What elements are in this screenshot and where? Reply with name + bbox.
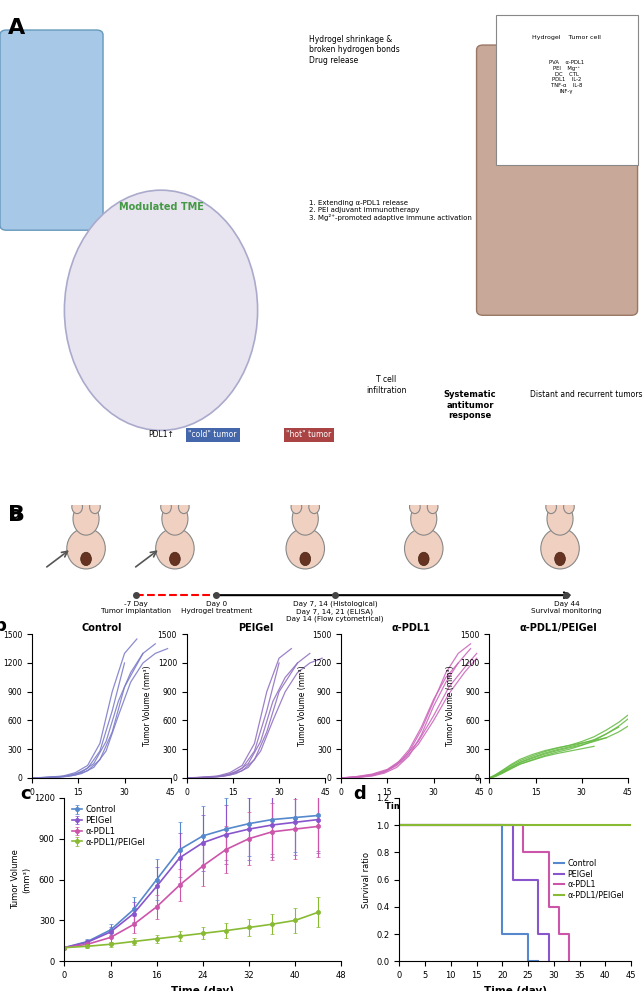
Legend: Control, PEIGel, α-PDL1, α-PDL1/PEIGel: Control, PEIGel, α-PDL1, α-PDL1/PEIGel — [551, 856, 627, 903]
Text: "hot" tumor: "hot" tumor — [287, 430, 332, 439]
Y-axis label: Tumor Volume (mm³): Tumor Volume (mm³) — [143, 666, 152, 746]
PEIGel — [498, 819, 506, 830]
Text: Distant and recurrent tumors: Distant and recurrent tumors — [530, 390, 642, 399]
Line: PEIGel: PEIGel — [399, 825, 549, 961]
Text: d: d — [353, 785, 366, 803]
Text: 1. Extending α-PDL1 release
2. PEI adjuvant immunotherapy
3. Mg²⁺-promoted adapt: 1. Extending α-PDL1 release 2. PEI adjuv… — [309, 200, 472, 221]
Text: "cold" tumor: "cold" tumor — [188, 430, 237, 439]
Circle shape — [291, 500, 301, 513]
PEIGel — [524, 874, 532, 886]
X-axis label: Time (day): Time (day) — [76, 802, 127, 812]
Control — [498, 928, 506, 939]
Text: Day 0
Hydrogel treatment: Day 0 Hydrogel treatment — [181, 601, 252, 613]
Text: Hydrogel    Tumor cell: Hydrogel Tumor cell — [533, 35, 601, 40]
Circle shape — [428, 500, 438, 513]
X-axis label: Time (day): Time (day) — [385, 802, 436, 812]
Circle shape — [411, 502, 437, 535]
Title: Control: Control — [81, 623, 122, 633]
Circle shape — [554, 552, 565, 566]
PEIGel — [545, 955, 553, 967]
Line: α-PDL1: α-PDL1 — [399, 825, 569, 961]
X-axis label: Time (day): Time (day) — [171, 985, 234, 991]
Text: Systematic
antitumor
response: Systematic antitumor response — [444, 390, 497, 420]
PEIGel — [509, 874, 516, 886]
α-PDL1 — [509, 819, 516, 830]
Circle shape — [547, 502, 573, 535]
PEIGel — [395, 819, 403, 830]
Ellipse shape — [156, 528, 194, 569]
Y-axis label: Tumor Volume (mm³): Tumor Volume (mm³) — [446, 666, 455, 746]
α-PDL1 — [545, 901, 553, 913]
Circle shape — [169, 552, 180, 566]
Text: b: b — [0, 617, 6, 635]
Text: a: a — [9, 505, 21, 523]
Text: PVA    α-PDL1
PEI    Mg²⁺
DC    CTL
PDL1    IL-2
TNF-α    IL-8
INF-γ: PVA α-PDL1 PEI Mg²⁺ DC CTL PDL1 IL-2 TNF… — [549, 60, 584, 94]
Circle shape — [72, 500, 82, 513]
Control — [395, 819, 403, 830]
Text: Modulated TME: Modulated TME — [118, 202, 204, 212]
Circle shape — [73, 502, 99, 535]
Control — [535, 955, 542, 967]
Title: α-PDL1/PEIGel: α-PDL1/PEIGel — [520, 623, 598, 633]
Ellipse shape — [64, 190, 258, 430]
α-PDL1 — [535, 846, 542, 858]
X-axis label: Time (day): Time (day) — [484, 985, 547, 991]
α-PDL1 — [519, 846, 527, 858]
Text: Hydrogel shrinkage &
broken hydrogen bonds
Drug release: Hydrogel shrinkage & broken hydrogen bon… — [309, 35, 400, 64]
α-PDL1 — [555, 928, 563, 939]
Text: T cell
infiltration: T cell infiltration — [366, 376, 406, 394]
Circle shape — [80, 552, 91, 566]
Title: α-PDL1: α-PDL1 — [391, 623, 430, 633]
Circle shape — [300, 552, 310, 566]
Control — [524, 955, 532, 967]
Y-axis label: Tumor Volume
(mm³): Tumor Volume (mm³) — [12, 849, 31, 910]
Text: Day 7, 14 (Histological)
Day 7, 14, 21 (ELISA)
Day 14 (Flow cytometrical): Day 7, 14 (Histological) Day 7, 14, 21 (… — [286, 601, 384, 622]
PEIGel — [535, 928, 542, 939]
Circle shape — [546, 500, 556, 513]
Text: -7 Day
Tumor implantation: -7 Day Tumor implantation — [100, 601, 171, 613]
FancyBboxPatch shape — [0, 30, 103, 230]
FancyBboxPatch shape — [477, 45, 638, 315]
Text: A: A — [8, 18, 25, 38]
Circle shape — [419, 552, 429, 566]
FancyBboxPatch shape — [496, 15, 638, 165]
Circle shape — [410, 500, 420, 513]
Ellipse shape — [67, 528, 106, 569]
Circle shape — [292, 502, 318, 535]
X-axis label: Time (day): Time (day) — [533, 802, 584, 812]
Circle shape — [161, 500, 171, 513]
Text: Day 44
Survival monitoring: Day 44 Survival monitoring — [531, 601, 601, 613]
Legend: Control, PEIGel, α-PDL1, α-PDL1/PEIGel: Control, PEIGel, α-PDL1, α-PDL1/PEIGel — [68, 802, 148, 849]
Control — [478, 819, 486, 830]
Control — [509, 928, 516, 939]
α-PDL1 — [565, 955, 573, 967]
Circle shape — [90, 500, 100, 513]
Circle shape — [309, 500, 319, 513]
Y-axis label: Tumor Volume (mm³): Tumor Volume (mm³) — [298, 666, 307, 746]
Line: Control: Control — [399, 825, 538, 961]
X-axis label: Time (day): Time (day) — [231, 802, 281, 812]
Title: PEIGel: PEIGel — [238, 623, 274, 633]
Text: B: B — [8, 505, 24, 525]
Ellipse shape — [404, 528, 443, 569]
Circle shape — [162, 502, 188, 535]
Ellipse shape — [541, 528, 580, 569]
Ellipse shape — [286, 528, 325, 569]
Circle shape — [178, 500, 189, 513]
Text: c: c — [20, 785, 31, 803]
Y-axis label: Survival ratio: Survival ratio — [362, 851, 371, 908]
α-PDL1 — [395, 819, 403, 830]
Circle shape — [564, 500, 574, 513]
Text: PDL1↑: PDL1↑ — [148, 430, 174, 439]
